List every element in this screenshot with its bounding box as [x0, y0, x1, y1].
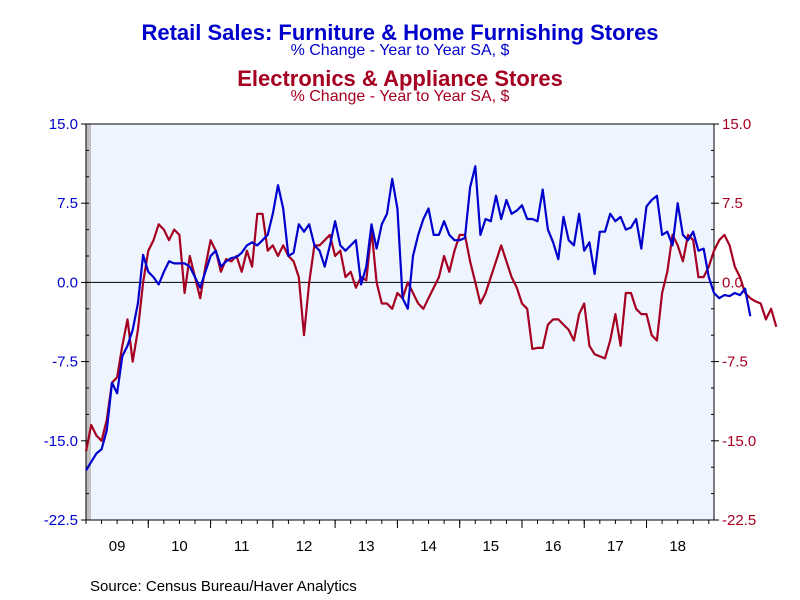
y-tick-label-left: 0.0 — [57, 274, 78, 291]
x-tick-label: 12 — [296, 538, 313, 555]
y-tick-label-right: -7.5 — [722, 354, 748, 371]
x-tick-label: 11 — [234, 538, 250, 555]
y-tick-label-right: -15.0 — [722, 433, 756, 450]
chart-title: Retail Sales: Furniture & Home Furnishin… — [141, 20, 659, 45]
x-tick-label: 10 — [171, 538, 188, 555]
x-tick-label: 17 — [607, 538, 624, 555]
y-tick-label-left: 7.5 — [57, 195, 78, 212]
plot-area — [86, 124, 714, 520]
x-tick-label: 14 — [420, 538, 437, 555]
y-tick-label-left: -7.5 — [52, 354, 78, 371]
recession-shade — [86, 124, 91, 520]
chart-title-2: Electronics & Appliance Stores — [237, 66, 563, 91]
plot-frame — [85, 123, 715, 521]
x-tick-label: 13 — [358, 538, 375, 555]
y-tick-label-left: 15.0 — [49, 116, 78, 133]
y-tick-label-left: -15.0 — [44, 433, 78, 450]
chart-subtitle-2: % Change - Year to Year SA, $ — [290, 88, 510, 105]
x-tick-label: 09 — [109, 538, 126, 555]
y-tick-label-right: 0.0 — [722, 274, 743, 291]
y-tick-label-left: -22.5 — [44, 512, 78, 529]
source-note: Source: Census Bureau/Haver Analytics — [90, 578, 357, 595]
y-tick-label-right: 7.5 — [722, 195, 743, 212]
series-line-electronics — [84, 212, 778, 452]
x-tick-label: 18 — [669, 538, 686, 555]
chart-subtitle: % Change - Year to Year SA, $ — [290, 42, 510, 59]
series-line-furniture — [85, 165, 752, 471]
y-tick-label-right: 15.0 — [722, 116, 751, 133]
x-tick-label: 15 — [482, 538, 499, 555]
y-tick-label-right: -22.5 — [722, 512, 756, 529]
x-tick-label: 16 — [545, 538, 562, 555]
